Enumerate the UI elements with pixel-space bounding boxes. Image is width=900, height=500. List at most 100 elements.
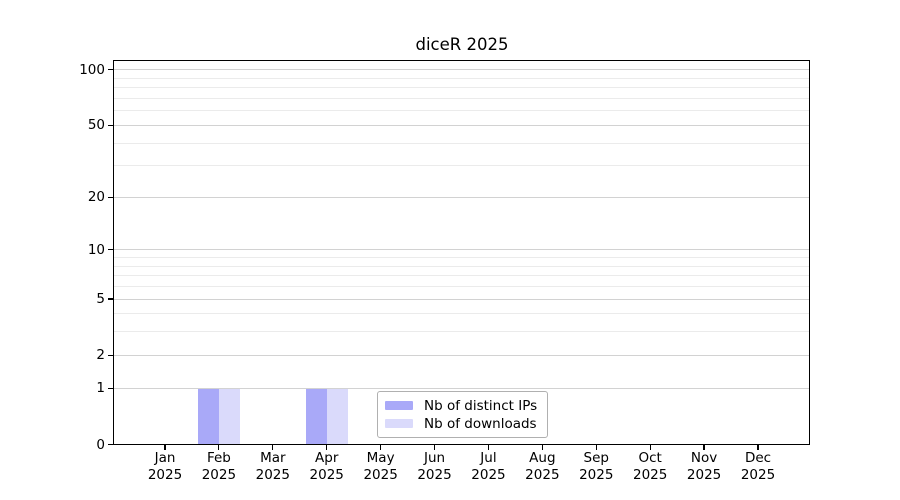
x-tick-mark [487,444,490,450]
y-gridline-minor [113,257,810,259]
bar-distinct-ips-feb [197,388,219,445]
x-tick-label: Mar 2025 [238,450,308,484]
x-tick-year: 2025 [740,466,776,483]
y-gridline-minor [113,275,810,277]
x-tick-month: Apr [315,449,339,466]
x-tick-mark [380,444,382,450]
y-tick-mark [108,354,113,356]
x-tick-label: Aug 2025 [507,450,577,484]
x-tick-label: Nov 2025 [669,450,739,484]
x-tick-month: Dec [744,449,772,466]
x-tick-year: 2025 [579,466,614,483]
y-tick-label: 2 [96,347,105,364]
x-tick-label: Sep 2025 [561,450,631,484]
x-tick-mark [595,444,597,450]
y-gridline-major [113,124,810,126]
chart-title: diceR 2025 [415,35,509,54]
x-tick-month: Sep [583,449,609,466]
x-tick-month: Jul [480,449,497,466]
x-tick-mark [541,444,543,450]
y-tick-label: 5 [96,291,105,308]
x-tick-mark [433,444,436,450]
bar-distinct-ips-apr [305,388,327,445]
x-tick-year: 2025 [309,466,344,483]
x-tick-year: 2025 [632,466,668,483]
legend-item-downloads: Nb of downloads [385,415,537,432]
y-tick-label: 50 [87,117,105,134]
x-tick-year: 2025 [686,466,722,483]
x-tick-month: Aug [529,449,556,466]
y-gridline-minor [113,77,810,79]
x-tick-mark [757,444,759,450]
x-tick-mark [272,444,274,450]
legend-item-distinct-ips: Nb of distinct IPs [385,397,537,414]
y-gridline-minor [113,331,810,333]
x-tick-mark [703,444,705,450]
x-tick-year: 2025 [201,466,237,483]
legend-swatch-distinct-ips [385,401,413,410]
x-tick-mark [218,444,220,450]
x-tick-month: Mar [260,449,286,466]
legend-label-distinct-ips: Nb of distinct IPs [424,397,538,414]
y-tick-label: 0 [96,436,105,453]
y-gridline-major [113,249,810,251]
y-tick-mark [108,298,113,300]
x-tick-label: Feb 2025 [184,450,254,484]
legend: Nb of distinct IPs Nb of downloads [377,391,549,438]
x-tick-month: Jun [423,449,446,466]
y-tick-label: 20 [87,189,105,206]
y-tick-mark [108,124,113,126]
x-tick-year: 2025 [255,466,290,483]
x-tick-label: Oct 2025 [615,450,685,484]
legend-swatch-downloads [385,419,413,428]
y-gridline-minor [113,142,810,144]
x-tick-mark [164,444,166,450]
x-tick-month: May [366,449,395,466]
bar-downloads-apr [326,388,348,445]
y-gridline-minor [113,97,810,99]
x-tick-month: Jan [154,449,176,466]
y-tick-mark [108,249,113,251]
x-tick-mark [326,444,328,450]
y-gridline-minor [113,110,810,112]
x-tick-year: 2025 [525,466,560,483]
y-tick-mark [108,387,113,389]
x-tick-month: Oct [638,449,662,466]
x-tick-month: Nov [690,449,718,466]
y-tick-label: 1 [96,380,105,397]
x-tick-label: Jun 2025 [400,450,470,484]
x-tick-year: 2025 [363,466,398,483]
x-tick-label: Jan 2025 [130,450,200,484]
x-tick-month: Feb [206,449,231,466]
y-gridline-minor [113,313,810,315]
legend-label-downloads: Nb of downloads [424,415,537,432]
y-tick-label: 10 [87,241,105,258]
x-tick-mark [649,444,651,450]
y-gridline-major [113,387,810,389]
y-tick-label: 100 [79,61,105,78]
y-gridline-minor [113,286,810,288]
x-tick-label: May 2025 [346,450,416,484]
x-tick-label: Jul 2025 [453,450,523,484]
y-gridline-major [113,298,810,300]
y-tick-mark [108,443,113,446]
x-tick-year: 2025 [417,466,452,483]
x-tick-label: Dec 2025 [723,450,793,484]
y-gridline-major [113,69,810,71]
y-gridline-minor [113,87,810,89]
y-tick-mark [108,69,113,71]
bar-downloads-feb [218,388,240,445]
x-tick-label: Apr 2025 [292,450,362,484]
x-tick-year: 2025 [147,466,183,483]
y-tick-mark [108,196,113,198]
x-tick-year: 2025 [471,466,506,483]
y-gridline-minor [113,165,810,167]
y-gridline-major [113,196,810,198]
y-gridline-major [113,354,810,356]
y-gridline-minor [113,265,810,267]
